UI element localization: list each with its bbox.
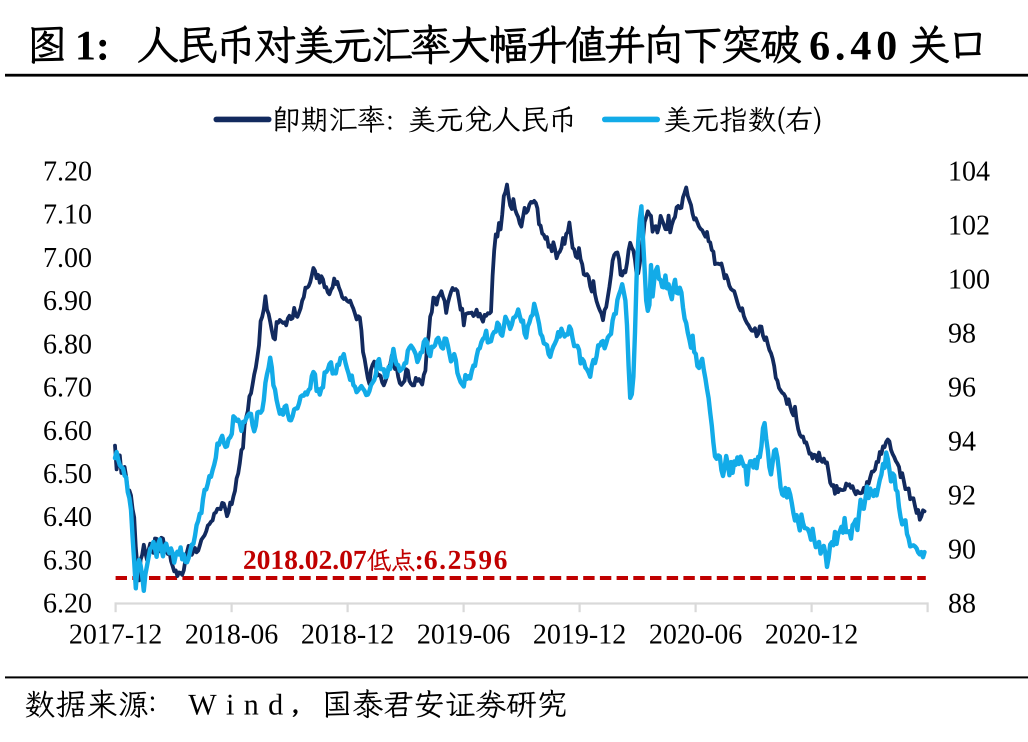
svg-text:7.20: 7.20 bbox=[43, 156, 92, 187]
svg-text:102: 102 bbox=[948, 210, 990, 241]
svg-text:104: 104 bbox=[948, 156, 990, 187]
svg-text:7.10: 7.10 bbox=[43, 200, 92, 231]
svg-text:2018-12: 2018-12 bbox=[301, 620, 394, 651]
svg-text:94: 94 bbox=[948, 427, 976, 458]
svg-text:92: 92 bbox=[948, 481, 976, 512]
svg-text:6.70: 6.70 bbox=[43, 373, 92, 404]
svg-text:2017-12: 2017-12 bbox=[69, 620, 162, 651]
svg-text:2020-06: 2020-06 bbox=[649, 620, 742, 651]
svg-text:2019-12: 2019-12 bbox=[533, 620, 626, 651]
svg-text:7.00: 7.00 bbox=[43, 243, 92, 274]
svg-text:6.50: 6.50 bbox=[43, 459, 92, 490]
svg-text:98: 98 bbox=[948, 319, 976, 350]
svg-text:96: 96 bbox=[948, 373, 976, 404]
svg-text:2018-06: 2018-06 bbox=[185, 620, 278, 651]
svg-text:2020-12: 2020-12 bbox=[765, 620, 858, 651]
svg-text:2019-06: 2019-06 bbox=[417, 620, 510, 651]
svg-text:6.30: 6.30 bbox=[43, 546, 92, 577]
svg-text:6.40: 6.40 bbox=[43, 502, 92, 533]
svg-text:6.60: 6.60 bbox=[43, 416, 92, 447]
svg-text:6.90: 6.90 bbox=[43, 286, 92, 317]
svg-text:100: 100 bbox=[948, 265, 990, 296]
svg-text:6.80: 6.80 bbox=[43, 329, 92, 360]
svg-text:6.20: 6.20 bbox=[43, 589, 92, 620]
svg-text:90: 90 bbox=[948, 535, 976, 566]
svg-text:88: 88 bbox=[948, 589, 976, 620]
